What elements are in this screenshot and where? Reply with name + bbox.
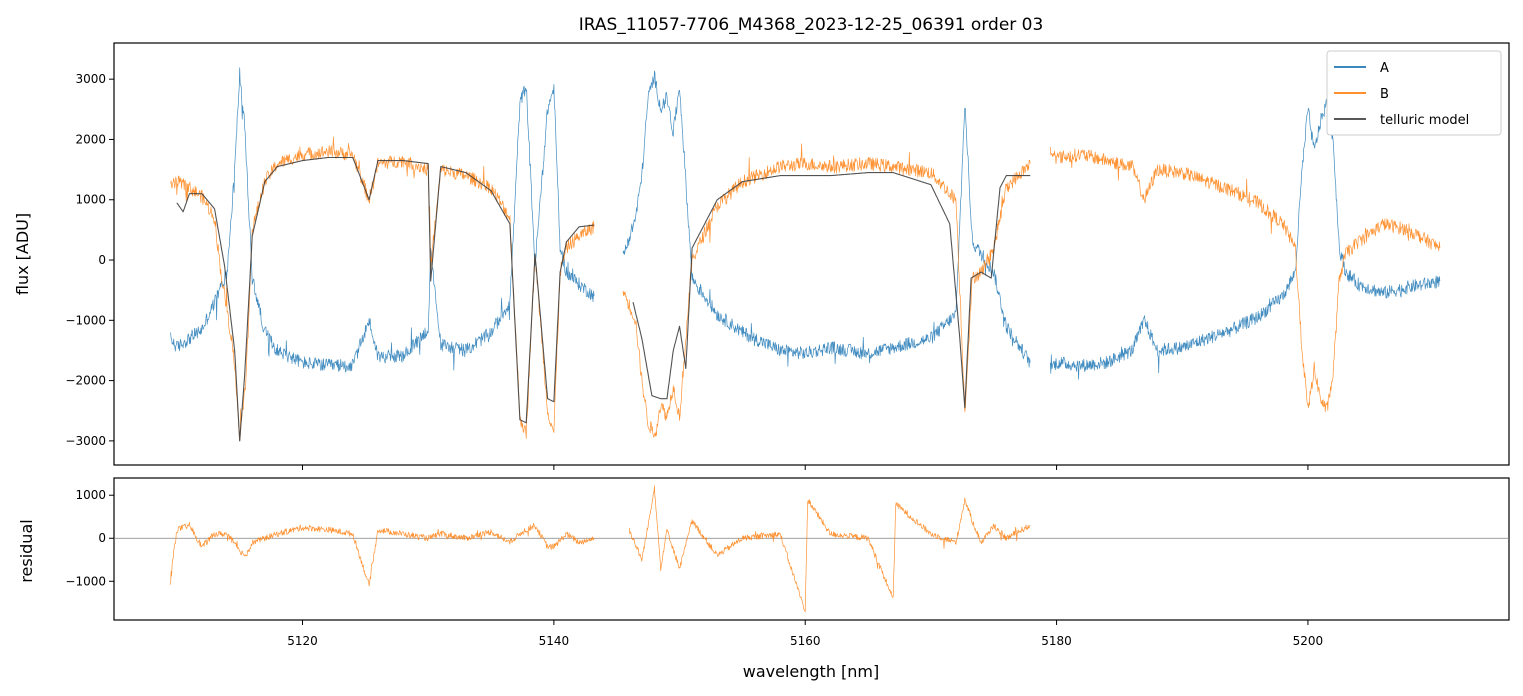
y-tick-label: 1000	[75, 193, 106, 207]
y-tick-label: 2000	[75, 132, 106, 146]
x-tick-label: 5140	[539, 634, 570, 648]
x-tick-label: 5160	[790, 634, 821, 648]
y-tick-label: 3000	[75, 72, 106, 86]
legend-label-telluric: telluric model	[1380, 113, 1469, 128]
telluric-model-line	[632, 172, 1031, 409]
residual-x-ticks: 5120 5140 5160 5180 5200	[287, 620, 1323, 648]
flux-x-ticks	[302, 465, 1309, 470]
legend-frame	[1326, 50, 1502, 136]
series-a-line	[1049, 99, 1441, 380]
flux-series	[170, 67, 1441, 442]
residual-panel-frame	[113, 477, 1510, 621]
legend: A B telluric model	[1326, 50, 1502, 136]
x-tick-label: 5180	[1041, 634, 1072, 648]
legend-label-a: A	[1380, 61, 1389, 76]
chart-title: IRAS_11057-7706_M4368_2023-12-25_06391 o…	[579, 15, 1044, 35]
flux-y-axis-label: flux [ADU]	[13, 213, 32, 295]
y-tick-label: 0	[98, 531, 106, 545]
y-tick-label: 1000	[75, 488, 106, 502]
residual-panel: −1000 0 1000 5120 5140 5160 5180 5200 residual	[17, 477, 1510, 648]
legend-label-b: B	[1380, 87, 1389, 102]
telluric-model-line	[176, 156, 595, 442]
series-b-line	[628, 485, 1031, 613]
x-tick-label: 5200	[1293, 634, 1324, 648]
y-tick-label: −1000	[65, 313, 106, 327]
y-tick-label: −3000	[65, 434, 106, 448]
series-b-line	[170, 522, 595, 587]
residual-y-axis-label: residual	[17, 519, 36, 582]
x-axis-label: wavelength [nm]	[743, 662, 880, 681]
flux-panel-frame	[113, 42, 1510, 466]
series-b-line	[1049, 146, 1441, 413]
series-a-line	[170, 67, 595, 373]
y-tick-label: 0	[98, 253, 106, 267]
residual-y-ticks: −1000 0 1000	[65, 488, 114, 588]
y-tick-label: −2000	[65, 374, 106, 388]
flux-y-ticks: −3000 −2000 −1000 0 1000 2000 3000	[65, 72, 114, 448]
x-tick-label: 5120	[287, 634, 318, 648]
series-a-line	[622, 70, 1031, 368]
residual-series	[170, 485, 1031, 613]
y-tick-label: −1000	[65, 574, 106, 588]
